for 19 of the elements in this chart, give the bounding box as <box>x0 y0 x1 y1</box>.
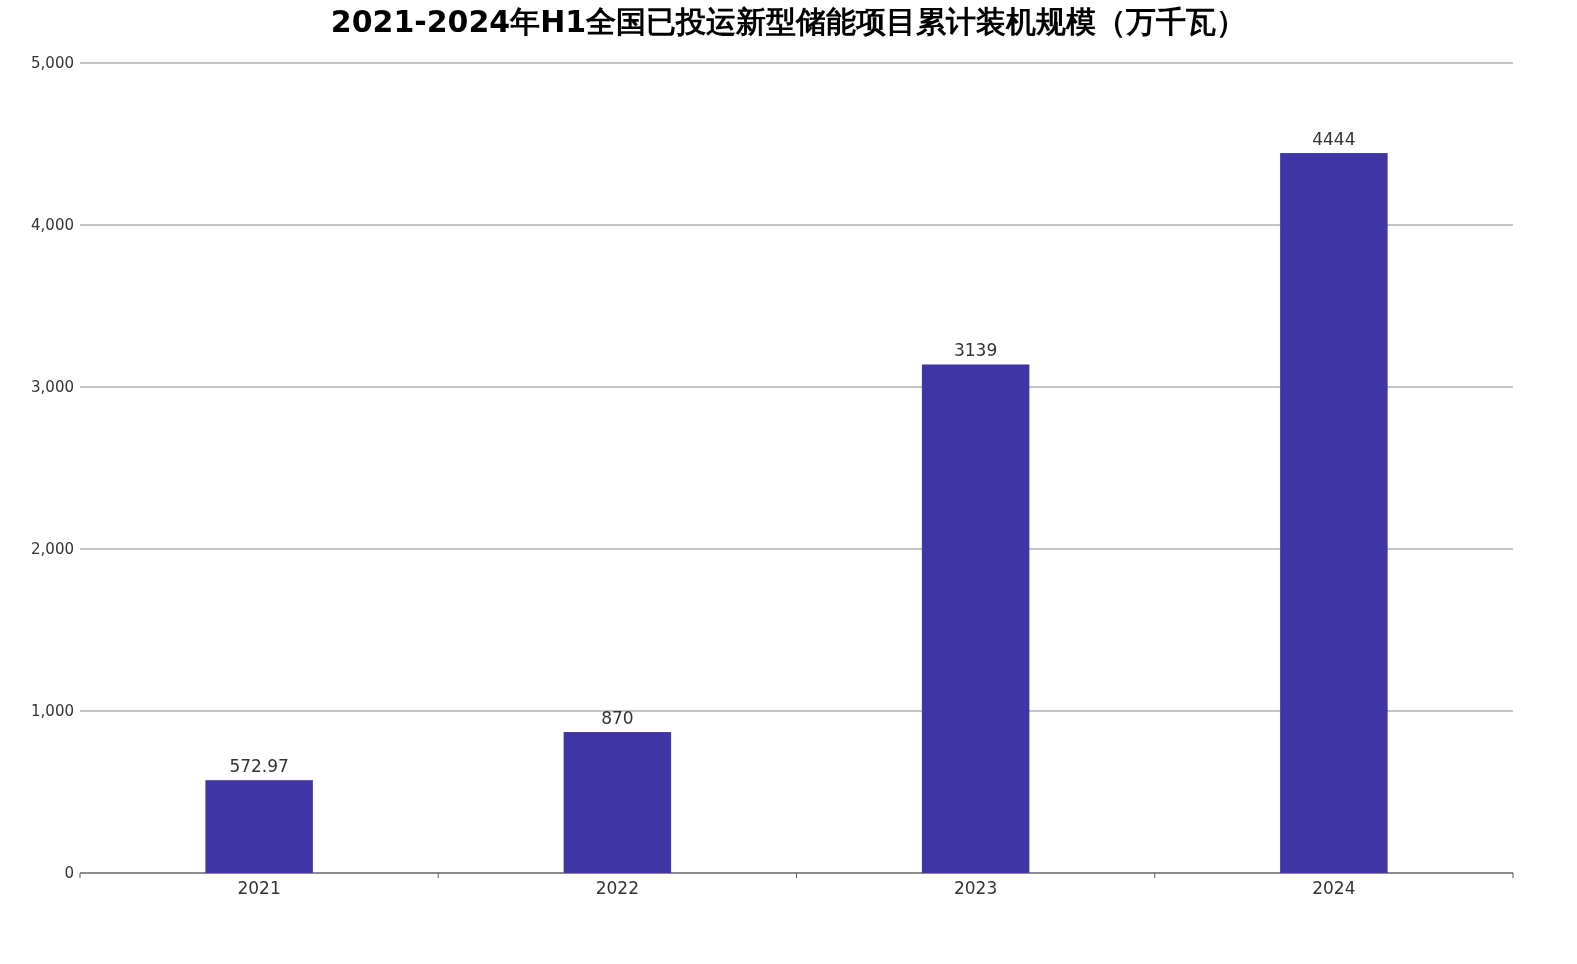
bar <box>1280 153 1388 873</box>
y-tick-label: 4,000 <box>31 216 74 234</box>
chart-title: 2021-2024年H1全国已投运新型储能项目累计装机规模（万千瓦） <box>330 4 1247 39</box>
x-tick-label: 2021 <box>237 878 281 898</box>
bar <box>205 780 313 873</box>
data-label: 3139 <box>953 340 998 361</box>
bar <box>921 364 1030 873</box>
bar <box>563 732 672 873</box>
x-tick-label: 2024 <box>1312 878 1356 898</box>
y-tick-label: 2,000 <box>31 540 74 558</box>
y-tick-label: 1,000 <box>31 702 74 720</box>
data-label: 572.97 <box>229 756 289 777</box>
x-tick-label: 2023 <box>953 878 998 898</box>
x-tick-label: 2022 <box>595 878 640 898</box>
y-tick-label: 0 <box>64 864 74 882</box>
data-label: 4444 <box>1312 129 1356 150</box>
y-tick-label: 3,000 <box>31 378 74 396</box>
data-label: 870 <box>601 708 634 729</box>
y-tick-label: 5,000 <box>31 54 74 72</box>
